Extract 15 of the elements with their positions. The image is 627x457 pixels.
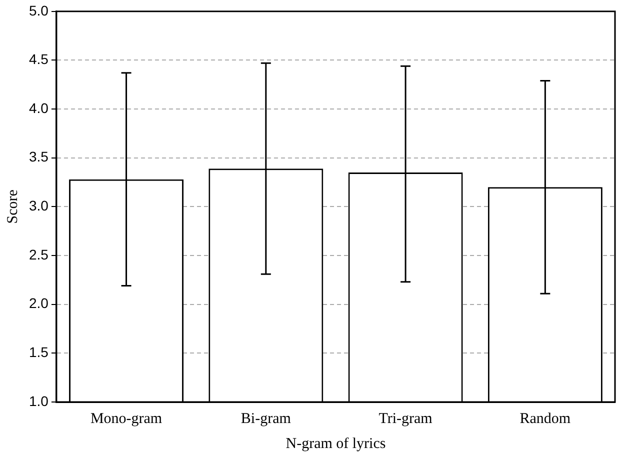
y-tick-label: 4.0 <box>28 100 49 116</box>
x-tick-label: Mono-gram <box>90 410 162 427</box>
y-tick-label: 4.5 <box>28 51 49 68</box>
y-tick-label: 2.0 <box>28 295 49 312</box>
y-tick-label: 2.5 <box>28 246 49 262</box>
y-tick-label: 1.5 <box>28 344 49 360</box>
y-tick-label: 3.0 <box>28 198 49 214</box>
y-tick-label: 3.5 <box>28 148 49 165</box>
x-tick-label: Bi-gram <box>240 410 292 427</box>
y-tick-label: 5.0 <box>28 2 49 18</box>
x-axis-title: N-gram of lyrics <box>286 436 386 452</box>
y-axis-title: Score <box>4 189 21 224</box>
y-tick-label: 1.0 <box>28 392 49 409</box>
x-tick-label: Tri-gram <box>378 410 433 427</box>
x-tick-label: Random <box>520 410 571 427</box>
